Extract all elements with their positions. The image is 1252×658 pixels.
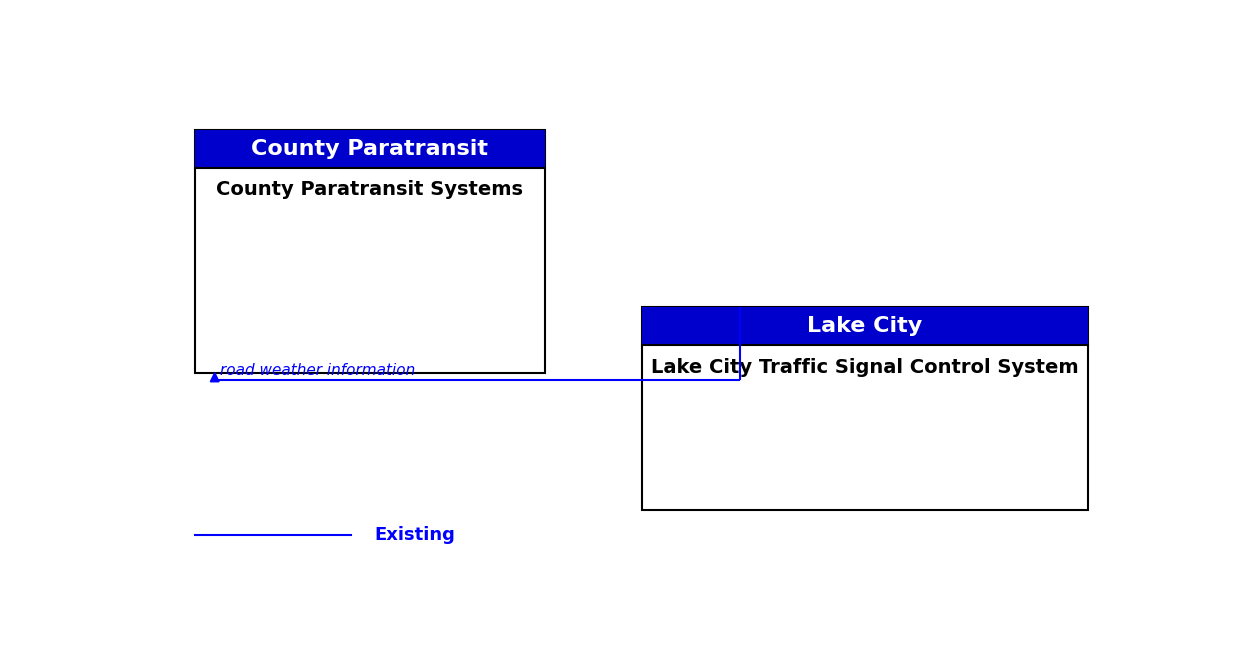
- Text: County Paratransit Systems: County Paratransit Systems: [217, 180, 523, 199]
- Text: Existing: Existing: [374, 526, 456, 544]
- Bar: [195, 130, 545, 373]
- Text: County Paratransit: County Paratransit: [252, 139, 488, 159]
- Bar: [195, 130, 545, 168]
- Text: Lake City Traffic Signal Control System: Lake City Traffic Signal Control System: [651, 358, 1079, 376]
- Bar: [641, 307, 1088, 509]
- Text: Lake City: Lake City: [808, 316, 923, 336]
- Text: road weather information: road weather information: [219, 363, 414, 378]
- Bar: [641, 307, 1088, 345]
